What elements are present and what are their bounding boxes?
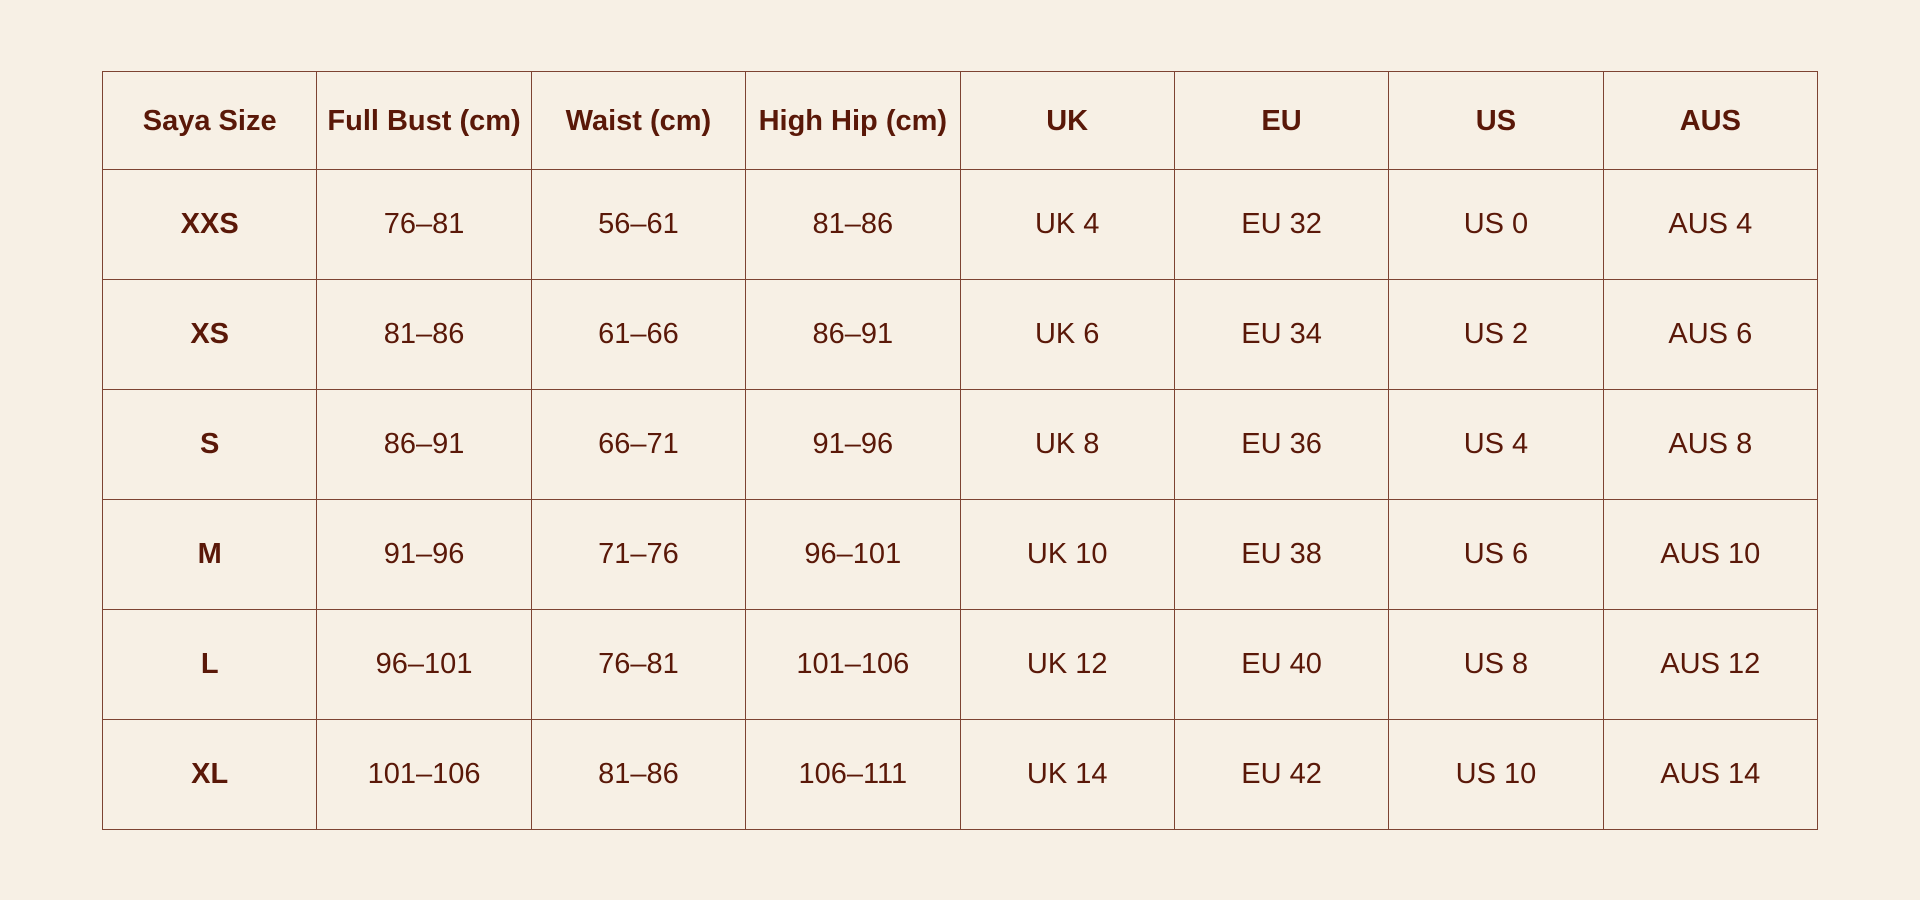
table-cell: 101–106 [316, 719, 532, 830]
table-cell: AUS 14 [1602, 719, 1819, 830]
size-label-cell: L [101, 609, 318, 720]
table-row: XS 81–86 61–66 86–91 UK 6 EU 34 US 2 AUS 6 [101, 279, 1819, 390]
table-cell: 81–86 [530, 719, 747, 830]
table-cell: 66–71 [530, 389, 747, 500]
column-header: Waist (cm) [530, 71, 747, 170]
table-cell: UK 12 [959, 609, 1175, 720]
table-cell: 76–81 [530, 609, 747, 720]
table-cell: 91–96 [745, 389, 961, 500]
table-row: M 91–96 71–76 96–101 UK 10 EU 38 US 6 AUS 10 [101, 499, 1819, 610]
size-label-cell: M [101, 499, 318, 610]
table-cell: EU 36 [1173, 389, 1390, 500]
column-header: EU [1173, 71, 1390, 170]
size-label-cell: XS [101, 279, 318, 390]
table-cell: UK 4 [959, 169, 1175, 280]
table-cell: AUS 10 [1602, 499, 1819, 610]
table-cell: 86–91 [745, 279, 961, 390]
table-cell: 76–81 [316, 169, 532, 280]
table-cell: AUS 6 [1602, 279, 1819, 390]
table-row: XL 101–106 81–86 106–111 UK 14 EU 42 US 10 AUS … [101, 719, 1819, 830]
table-cell: EU 32 [1173, 169, 1390, 280]
column-header: AUS [1602, 71, 1819, 170]
table-cell: AUS 12 [1602, 609, 1819, 720]
table-row: L 96–101 76–81 101–106 UK 12 EU 40 US 8 AUS 12 [101, 609, 1819, 720]
table-cell: 86–91 [316, 389, 532, 500]
table-cell: EU 38 [1173, 499, 1390, 610]
size-label-cell: XL [101, 719, 318, 830]
table-row: S 86–91 66–71 91–96 UK 8 EU 36 US 4 AUS 8 [101, 389, 1819, 500]
header-row: Saya Size Full Bust (cm) Waist (cm) High Hi… [101, 71, 1819, 170]
table-cell: 101–106 [745, 609, 961, 720]
table-cell: 56–61 [530, 169, 747, 280]
table-cell: UK 14 [959, 719, 1175, 830]
table-cell: 81–86 [745, 169, 961, 280]
table-cell: US 2 [1388, 279, 1604, 390]
table-cell: 96–101 [745, 499, 961, 610]
column-header: High Hip (cm) [745, 71, 961, 170]
table-cell: AUS 8 [1602, 389, 1819, 500]
table-cell: UK 10 [959, 499, 1175, 610]
table-cell: US 8 [1388, 609, 1604, 720]
table-cell: EU 34 [1173, 279, 1390, 390]
table-cell: UK 8 [959, 389, 1175, 500]
table-cell: EU 40 [1173, 609, 1390, 720]
table-cell: 91–96 [316, 499, 532, 610]
table-row: XXS 76–81 56–61 81–86 UK 4 EU 32 US 0 AUS 4 [101, 169, 1819, 280]
table-cell: EU 42 [1173, 719, 1390, 830]
table-cell: US 6 [1388, 499, 1604, 610]
table-cell: US 0 [1388, 169, 1604, 280]
size-label-cell: S [101, 389, 318, 500]
table-cell: US 10 [1388, 719, 1604, 830]
table-cell: 61–66 [530, 279, 747, 390]
table-cell: 106–111 [745, 719, 961, 830]
table-cell: UK 6 [959, 279, 1175, 390]
size-label-cell: XXS [101, 169, 318, 280]
table-cell: US 4 [1388, 389, 1604, 500]
column-header: Saya Size [101, 71, 318, 170]
column-header: US [1388, 71, 1604, 170]
column-header: UK [959, 71, 1175, 170]
table-body: XXS 76–81 56–61 81–86 UK 4 EU 32 US 0 AUS 4 XS 81… [101, 169, 1819, 830]
table-cell: 96–101 [316, 609, 532, 720]
size-chart-table: Saya Size Full Bust (cm) Waist (cm) High Hi… [101, 71, 1819, 830]
table-cell: AUS 4 [1602, 169, 1819, 280]
table-cell: 71–76 [530, 499, 747, 610]
column-header: Full Bust (cm) [316, 71, 532, 170]
table-cell: 81–86 [316, 279, 532, 390]
